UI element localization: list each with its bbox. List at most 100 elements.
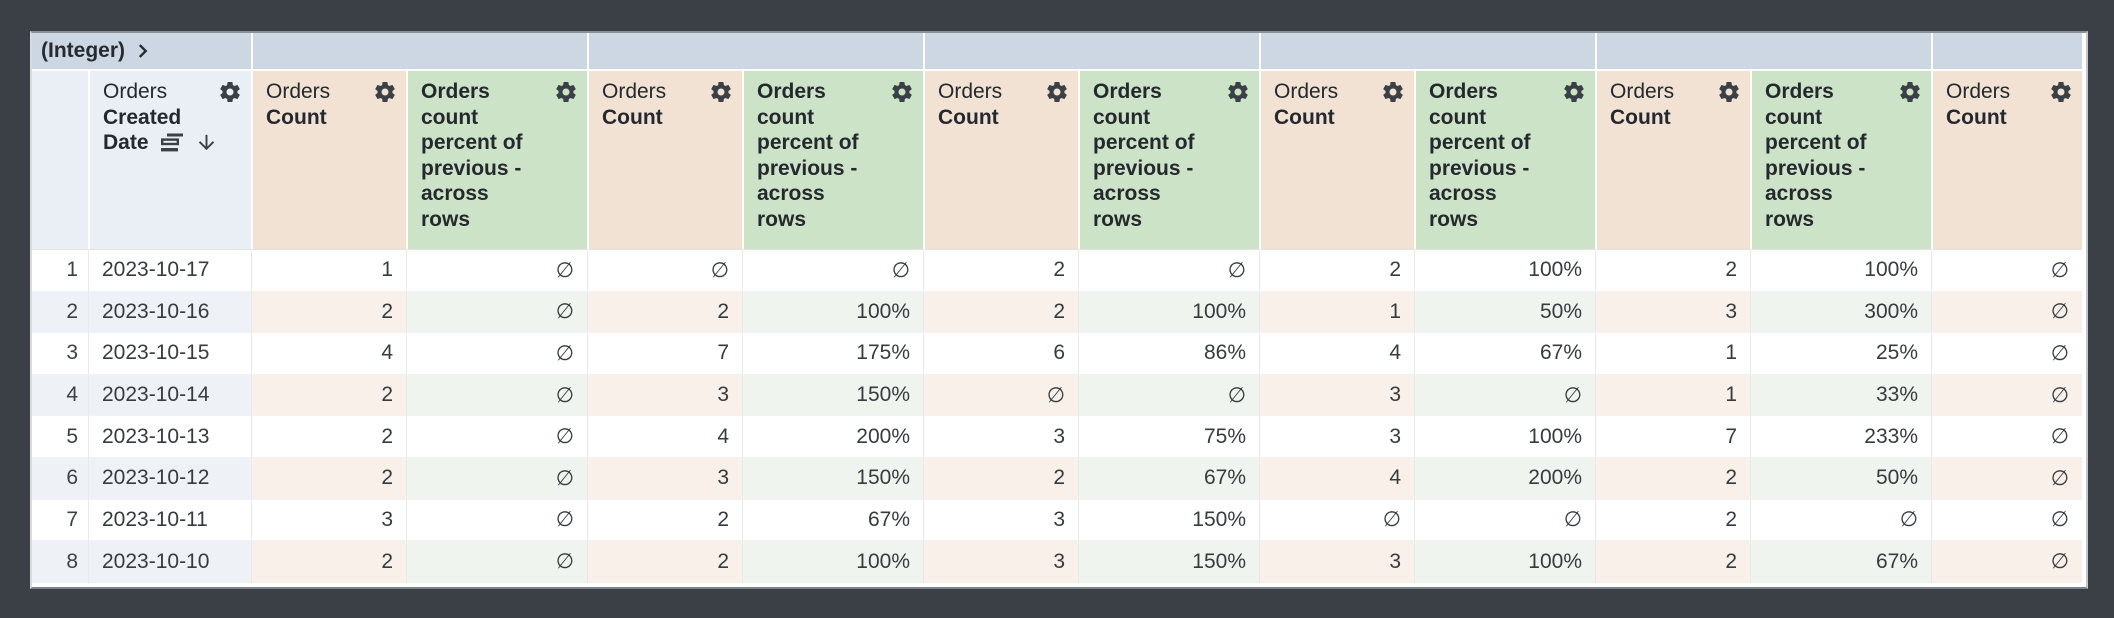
column-header-orders-count[interactable]: Orders Count	[1259, 71, 1414, 250]
cell-orders-count[interactable]: 2	[1595, 250, 1750, 292]
cell-date[interactable]: 2023-10-17	[88, 250, 251, 292]
cell-percent-previous[interactable]: 50%	[1414, 291, 1595, 334]
gear-icon[interactable]	[1898, 80, 1922, 104]
cell-orders-count[interactable]: 4	[1259, 457, 1414, 500]
gear-icon[interactable]	[709, 80, 733, 104]
cell-orders-count[interactable]: 2	[587, 291, 742, 334]
gear-icon[interactable]	[2049, 80, 2073, 104]
cell-percent-previous[interactable]: 150%	[1078, 499, 1259, 542]
cell-date[interactable]: 2023-10-10	[88, 541, 251, 583]
cell-percent-previous[interactable]: 67%	[1414, 333, 1595, 375]
cell-percent-previous[interactable]: 150%	[1078, 541, 1259, 583]
cell-percent-previous[interactable]: 100%	[1414, 416, 1595, 458]
column-header-percent-previous[interactable]: Orders count percent of previous - across ro…	[1078, 71, 1259, 250]
cell-orders-count[interactable]: 3	[1259, 374, 1414, 417]
gear-icon[interactable]	[218, 80, 242, 104]
cell-orders-count[interactable]: 2	[251, 374, 406, 417]
gear-icon[interactable]	[1717, 80, 1741, 104]
cell-orders-count[interactable]: 3	[587, 374, 742, 417]
cell-orders-count[interactable]: 3	[923, 541, 1078, 583]
cell-percent-previous[interactable]: 33%	[1750, 374, 1931, 417]
column-header-orders-count[interactable]: Orders Count	[587, 71, 742, 250]
cell-percent-previous[interactable]: 67%	[1750, 541, 1931, 583]
chevron-right-icon[interactable]	[132, 40, 154, 62]
cell-orders-count[interactable]: 3	[923, 499, 1078, 542]
cell-orders-count[interactable]: 4	[251, 333, 406, 375]
cell-orders-count[interactable]: 2	[1595, 499, 1750, 542]
cell-orders-count[interactable]: 4	[587, 416, 742, 458]
cell-orders-count[interactable]: 3	[1259, 541, 1414, 583]
cell-date[interactable]: 2023-10-14	[88, 374, 251, 417]
cell-percent-previous[interactable]: 100%	[1414, 250, 1595, 292]
cell-percent-previous[interactable]: 100%	[742, 541, 923, 583]
gear-icon[interactable]	[1562, 80, 1586, 104]
cell-orders-count[interactable]: 3	[923, 416, 1078, 458]
column-header-orders-count[interactable]: Orders Count	[251, 71, 406, 250]
gear-icon[interactable]	[554, 80, 578, 104]
sort-descending-icon[interactable]	[195, 131, 218, 154]
column-header-percent-previous[interactable]: Orders count percent of previous - across ro…	[742, 71, 923, 250]
cell-date[interactable]: 2023-10-13	[88, 416, 251, 458]
gear-icon[interactable]	[890, 80, 914, 104]
cell-orders-count[interactable]: 7	[1595, 416, 1750, 458]
gear-icon[interactable]	[1381, 80, 1405, 104]
cell-orders-count[interactable]: 3	[587, 457, 742, 500]
cell-percent-previous[interactable]: 100%	[1750, 250, 1931, 292]
column-header-created-date[interactable]: Orders Created Date	[88, 71, 251, 250]
cell-date[interactable]: 2023-10-16	[88, 291, 251, 334]
cell-orders-count[interactable]: 2	[923, 457, 1078, 500]
cell-orders-count[interactable]: 2	[587, 499, 742, 542]
cell-orders-count[interactable]: 1	[1259, 291, 1414, 334]
cell-orders-count[interactable]: 3	[1595, 291, 1750, 334]
cell-orders-count[interactable]: 2	[1595, 457, 1750, 500]
cell-orders-count[interactable]: 7	[587, 333, 742, 375]
pivot-field-header[interactable]: (Integer)	[32, 33, 251, 71]
cell-orders-count[interactable]: 6	[923, 333, 1078, 375]
cell-percent-previous[interactable]: 50%	[1750, 457, 1931, 500]
column-header-orders-count[interactable]: Orders Count	[1931, 71, 2082, 250]
gear-icon[interactable]	[1045, 80, 1069, 104]
cell-orders-count[interactable]: 4	[1259, 333, 1414, 375]
cell-percent-previous[interactable]: 100%	[1078, 291, 1259, 334]
cell-orders-count[interactable]: 2	[1259, 250, 1414, 292]
cell-orders-count[interactable]: 1	[1595, 374, 1750, 417]
cell-percent-previous[interactable]: 175%	[742, 333, 923, 375]
cell-row-number: 4	[32, 374, 88, 417]
cell-percent-previous[interactable]: 86%	[1078, 333, 1259, 375]
cell-percent-previous[interactable]: 200%	[742, 416, 923, 458]
cell-orders-count[interactable]: 3	[1259, 416, 1414, 458]
cell-orders-count[interactable]: 2	[251, 457, 406, 500]
cell-percent-previous[interactable]: 67%	[1078, 457, 1259, 500]
column-header-orders-count[interactable]: Orders Count	[923, 71, 1078, 250]
column-header-percent-previous[interactable]: Orders count percent of previous - across ro…	[1414, 71, 1595, 250]
pivot-value-header	[251, 33, 587, 71]
column-header-percent-previous[interactable]: Orders count percent of previous - across ro…	[406, 71, 587, 250]
cell-orders-count[interactable]: 2	[923, 291, 1078, 334]
cell-orders-count[interactable]: 2	[251, 541, 406, 583]
column-header-percent-previous[interactable]: Orders count percent of previous - across ro…	[1750, 71, 1931, 250]
cell-date[interactable]: 2023-10-11	[88, 499, 251, 542]
cell-orders-count[interactable]: 2	[251, 416, 406, 458]
cell-orders-count[interactable]: 3	[251, 499, 406, 542]
cell-percent-previous[interactable]: 75%	[1078, 416, 1259, 458]
gear-icon[interactable]	[373, 80, 397, 104]
cell-orders-count[interactable]: 2	[251, 291, 406, 334]
gear-icon[interactable]	[1226, 80, 1250, 104]
cell-percent-previous[interactable]: 200%	[1414, 457, 1595, 500]
cell-percent-previous[interactable]: 233%	[1750, 416, 1931, 458]
cell-percent-previous[interactable]: 150%	[742, 374, 923, 417]
cell-percent-previous[interactable]: 100%	[742, 291, 923, 334]
cell-orders-count[interactable]: 1	[251, 250, 406, 292]
column-header-orders-count[interactable]: Orders Count	[1595, 71, 1750, 250]
cell-orders-count[interactable]: 2	[587, 541, 742, 583]
cell-date[interactable]: 2023-10-12	[88, 457, 251, 500]
cell-date[interactable]: 2023-10-15	[88, 333, 251, 375]
cell-percent-previous[interactable]: 150%	[742, 457, 923, 500]
cell-percent-previous[interactable]: 25%	[1750, 333, 1931, 375]
cell-orders-count[interactable]: 2	[923, 250, 1078, 292]
cell-percent-previous[interactable]: 300%	[1750, 291, 1931, 334]
cell-orders-count[interactable]: 2	[1595, 541, 1750, 583]
cell-percent-previous[interactable]: 100%	[1414, 541, 1595, 583]
cell-percent-previous[interactable]: 67%	[742, 499, 923, 542]
cell-orders-count[interactable]: 1	[1595, 333, 1750, 375]
